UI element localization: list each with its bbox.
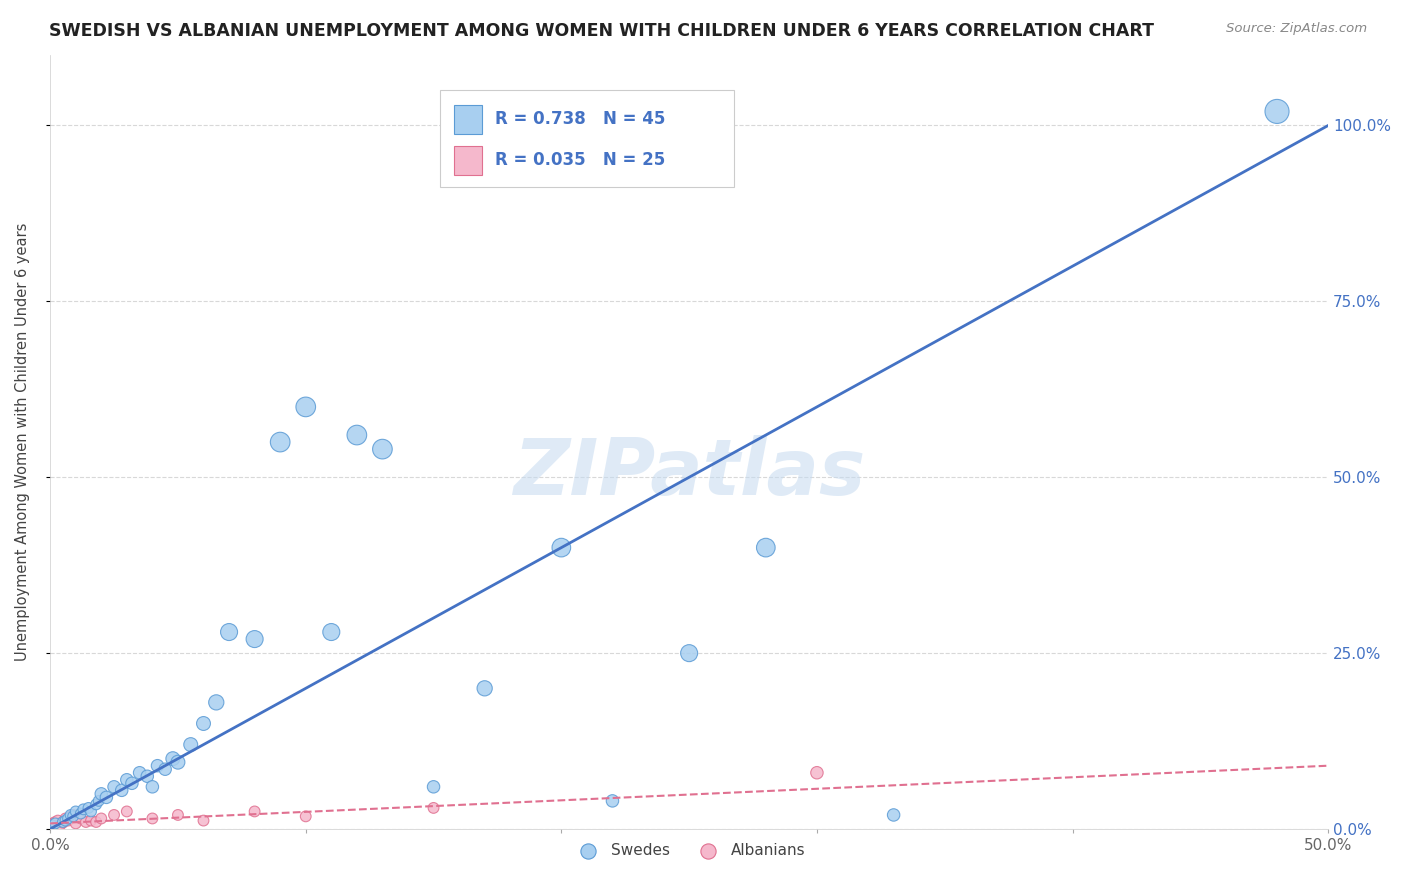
Point — [80, 814, 103, 828]
Point — [69, 806, 91, 821]
Point — [52, 815, 75, 830]
Point — [103, 808, 125, 822]
Point — [111, 783, 134, 797]
Point — [883, 808, 905, 822]
Point — [103, 780, 125, 794]
Point — [80, 805, 103, 819]
Point — [62, 809, 84, 823]
Point — [128, 765, 150, 780]
Point — [678, 646, 700, 660]
Point — [62, 808, 84, 822]
Point — [56, 814, 79, 828]
Point — [193, 814, 215, 828]
Point — [141, 812, 163, 826]
Point — [115, 772, 138, 787]
FancyBboxPatch shape — [440, 90, 734, 186]
Point — [52, 815, 75, 830]
Point — [422, 801, 444, 815]
Text: Source: ZipAtlas.com: Source: ZipAtlas.com — [1226, 22, 1367, 36]
Point — [205, 695, 228, 709]
Point — [59, 808, 82, 822]
Point — [55, 814, 77, 828]
Point — [90, 787, 112, 801]
Point — [806, 765, 828, 780]
Point — [69, 812, 91, 826]
Point — [65, 816, 87, 830]
Point — [602, 794, 624, 808]
Point — [180, 738, 202, 752]
Point — [41, 818, 63, 832]
Point — [41, 816, 63, 830]
Text: ZIPatlas: ZIPatlas — [513, 435, 865, 511]
Point — [136, 769, 159, 783]
Point — [193, 716, 215, 731]
Point — [153, 762, 176, 776]
Text: R = 0.738   N = 45: R = 0.738 N = 45 — [495, 111, 665, 128]
Legend: Swedes, Albanians: Swedes, Albanians — [567, 837, 811, 864]
Point — [77, 801, 100, 815]
Point — [90, 812, 112, 826]
Point — [755, 541, 778, 555]
Point — [87, 794, 110, 808]
Point — [167, 755, 190, 769]
Point — [269, 435, 291, 450]
Point — [44, 815, 66, 830]
Point — [321, 625, 343, 640]
Point — [55, 812, 77, 826]
Point — [294, 400, 316, 414]
Point — [550, 541, 572, 555]
Point — [167, 808, 190, 822]
Point — [294, 809, 316, 823]
Text: SWEDISH VS ALBANIAN UNEMPLOYMENT AMONG WOMEN WITH CHILDREN UNDER 6 YEARS CORRELA: SWEDISH VS ALBANIAN UNEMPLOYMENT AMONG W… — [49, 22, 1154, 40]
Point — [218, 625, 240, 640]
Point — [422, 780, 444, 794]
Point — [84, 815, 107, 830]
Point — [146, 758, 169, 772]
Point — [49, 818, 72, 832]
Point — [59, 809, 82, 823]
Point — [371, 442, 394, 456]
FancyBboxPatch shape — [454, 104, 482, 134]
Point — [474, 681, 496, 696]
Point — [72, 802, 94, 816]
Point — [56, 812, 79, 826]
Point — [96, 790, 118, 805]
Point — [1265, 104, 1288, 119]
Point — [243, 632, 266, 646]
Point — [65, 805, 87, 819]
Point — [243, 805, 266, 819]
Point — [46, 814, 69, 828]
Point — [39, 818, 62, 832]
Point — [84, 797, 107, 812]
Point — [44, 816, 66, 830]
Point — [141, 780, 163, 794]
Point — [346, 428, 368, 442]
Point — [75, 815, 97, 830]
Y-axis label: Unemployment Among Women with Children Under 6 years: Unemployment Among Women with Children U… — [15, 223, 30, 661]
Point — [162, 752, 184, 766]
Point — [121, 776, 143, 790]
Text: R = 0.035   N = 25: R = 0.035 N = 25 — [495, 152, 665, 169]
Point — [115, 805, 138, 819]
FancyBboxPatch shape — [454, 145, 482, 175]
